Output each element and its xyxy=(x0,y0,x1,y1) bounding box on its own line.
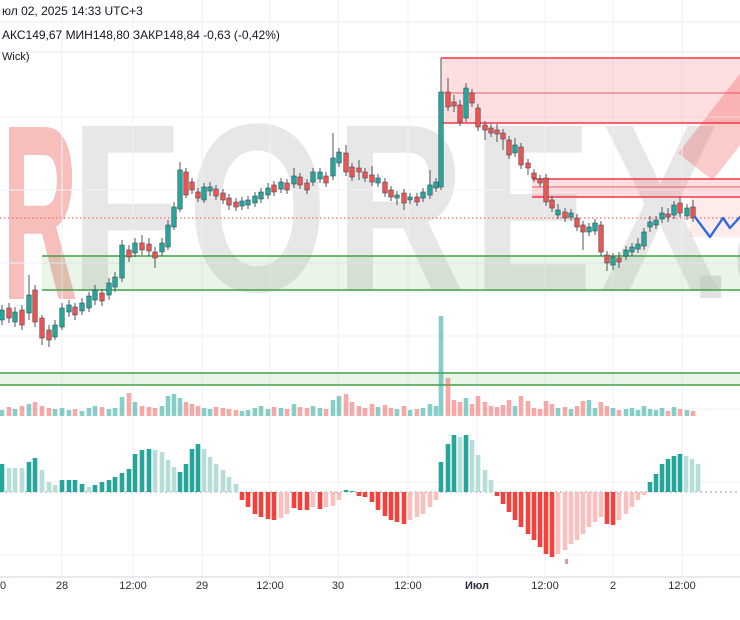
axis-tick-label: 29 xyxy=(195,580,209,592)
axis-tick-label: 12:00 xyxy=(119,580,147,592)
axis-tick-label: Июл xyxy=(464,580,490,592)
axis-tick-label: 12:00 xyxy=(668,580,696,592)
axis-tick-label: 28 xyxy=(55,580,69,592)
volume-bars xyxy=(0,316,696,416)
axis-tick-label: 12:00 xyxy=(531,580,559,592)
macd-histogram xyxy=(0,435,701,557)
ohlc-info-label: АКС149,67 МИН148,80 ЗАКР148,84 -0,63 (-0… xyxy=(2,28,280,42)
datetime-label: юл 02, 2025 14:33 UTC+3 xyxy=(2,4,143,18)
indicator-label: Wick) xyxy=(2,51,30,63)
axis-tick-label: 2 xyxy=(609,580,617,592)
candles xyxy=(0,58,696,347)
axis-tick-label: 12:00 xyxy=(256,580,284,592)
axis-tick-label: 30 xyxy=(331,580,345,592)
session-break-marker xyxy=(565,559,568,564)
time-axis[interactable]: 0 28 12:00 29 12:00 30 12:00 Июл 12:00 2 12:00 xyxy=(0,580,740,596)
axis-tick-label: 0 xyxy=(0,580,7,592)
forecast-line xyxy=(693,215,740,239)
axis-tick-label: 12:00 xyxy=(394,580,422,592)
